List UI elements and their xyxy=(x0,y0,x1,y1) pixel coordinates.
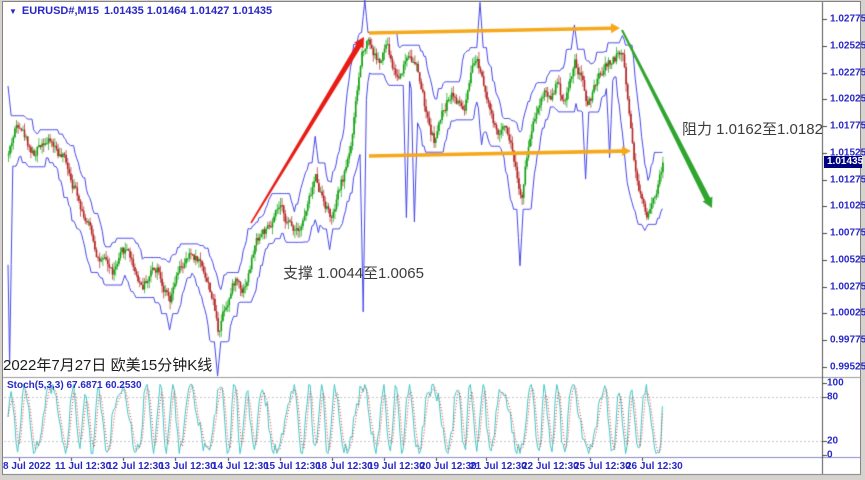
price-axis-tick: 1.00775 xyxy=(830,227,865,239)
symbol-title: EURUSD#,M15 xyxy=(21,5,99,17)
resistance-annotation: 阻力 1.0162至1.0182 xyxy=(682,121,823,138)
price-axis-tick: 1.01525 xyxy=(830,147,865,159)
time-axis-tick: 20 Jul 12:30 xyxy=(420,461,477,472)
time-axis-tick: 18 Jul 12:30 xyxy=(316,461,373,472)
indicator-axis-tick: 80 xyxy=(827,391,839,403)
time-axis-tick: 14 Jul 12:30 xyxy=(212,461,269,472)
price-axis-tick: 1.02525 xyxy=(830,40,865,52)
time-axis-tick: 8 Jul 2022 xyxy=(3,461,51,472)
ohlc-values: 1.01435 1.01464 1.01427 1.01435 xyxy=(103,5,273,17)
price-axis-tick: 0.99525 xyxy=(830,361,865,373)
time-axis-tick: 21 Jul 12:30 xyxy=(470,461,527,472)
current-price-badge: 1.01435 xyxy=(824,156,863,169)
price-axis-tick: 0.99775 xyxy=(830,334,865,346)
indicator-axis-tick: 20 xyxy=(827,435,839,447)
stochastic-indicator-label: Stoch(5,3,3) 67.6871 60.2530 xyxy=(7,380,142,391)
symbol-dropdown-icon[interactable]: ▼ xyxy=(9,6,17,16)
time-axis-tick: 11 Jul 12:30 xyxy=(55,461,112,472)
price-axis-tick: 1.01275 xyxy=(830,174,865,186)
indicator-axis-tick: 0 xyxy=(827,449,833,461)
time-axis-tick: 15 Jul 12:30 xyxy=(264,461,321,472)
indicator-axis-tick: 100 xyxy=(827,377,844,389)
time-axis-tick: 13 Jul 12:30 xyxy=(159,461,216,472)
price-axis-tick: 1.00025 xyxy=(830,307,865,319)
price-axis-tick: 1.02025 xyxy=(830,93,865,105)
price-axis-tick: 1.01025 xyxy=(830,200,865,212)
price-axis-tick: 1.00275 xyxy=(830,281,865,293)
time-axis-tick: 22 Jul 12:30 xyxy=(522,461,579,472)
price-axis-tick: 1.01775 xyxy=(830,120,865,132)
price-axis-tick: 1.02775 xyxy=(830,13,865,25)
time-axis-tick: 25 Jul 12:30 xyxy=(574,461,631,472)
time-axis-tick: 19 Jul 12:30 xyxy=(368,461,425,472)
date-annotation: 2022年7月27日 欧美15分钟K线 xyxy=(3,357,213,374)
time-axis-tick: 26 Jul 12:30 xyxy=(626,461,683,472)
time-axis-tick: 12 Jul 12:30 xyxy=(107,461,164,472)
support-annotation: 支撑 1.0044至1.0065 xyxy=(283,265,424,282)
symbol-header[interactable]: ▼ EURUSD#,M15 1.01435 1.01464 1.01427 1.… xyxy=(9,5,272,17)
price-axis-tick: 1.00525 xyxy=(830,254,865,266)
price-axis-tick: 1.02275 xyxy=(830,67,865,79)
